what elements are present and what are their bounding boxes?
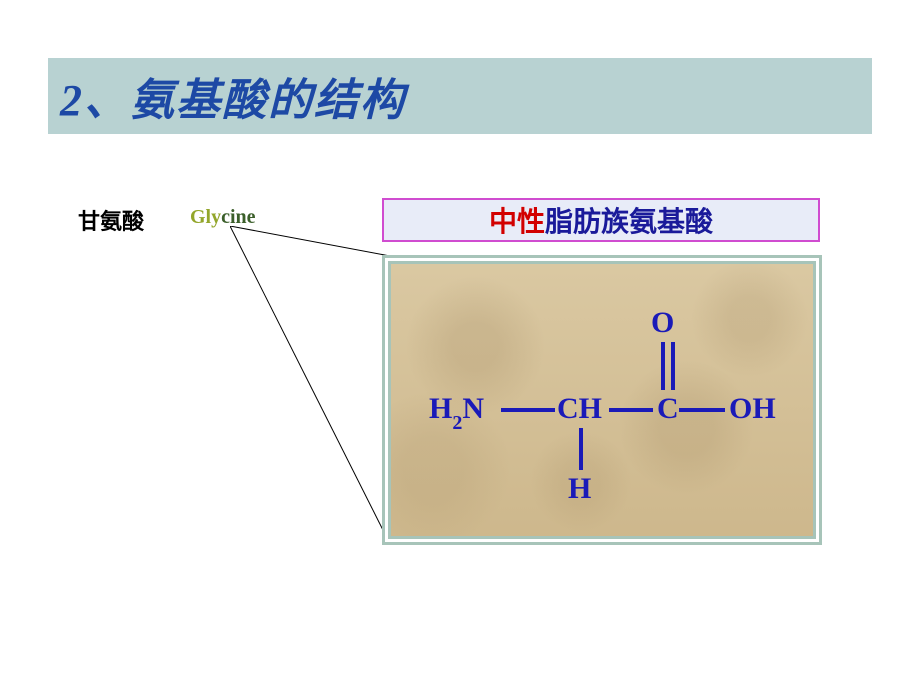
bond-nh2-ch xyxy=(501,408,555,412)
atom-h: H xyxy=(568,472,591,506)
name-en-suffix: cine xyxy=(221,206,255,228)
badge-blue-text: 脂肪族氨基酸 xyxy=(545,200,713,240)
atom-o: O xyxy=(651,306,674,340)
title-bar: 2、氨基酸的结构 xyxy=(48,58,872,134)
structure-panel: H2N CH C OH O H xyxy=(382,255,822,545)
atom-ch: CH xyxy=(557,392,602,426)
chemical-structure: H2N CH C OH O H xyxy=(391,264,813,536)
bond-c-o-double-b xyxy=(671,342,675,390)
category-badge: 中性脂肪族氨基酸 xyxy=(382,198,820,242)
panel-texture: H2N CH C OH O H xyxy=(391,264,813,536)
bond-c-oh xyxy=(679,408,725,412)
panel-border-inner1: H2N CH C OH O H xyxy=(385,258,819,542)
bond-ch-h xyxy=(579,428,583,470)
bond-ch-c xyxy=(609,408,653,412)
slide: 2、氨基酸的结构 甘氨酸 Glycine 中性脂肪族氨基酸 H2N CH C O… xyxy=(0,0,920,690)
name-en-prefix: Gly xyxy=(190,206,221,228)
callout-lines xyxy=(230,226,400,556)
atom-h2n: H2N xyxy=(429,392,484,431)
panel-border-inner2: H2N CH C OH O H xyxy=(388,261,816,539)
page-title: 2、氨基酸的结构 xyxy=(60,64,406,128)
amino-acid-name-cn: 甘氨酸 xyxy=(78,204,144,236)
amino-acid-name-en: Glycine xyxy=(190,206,256,229)
bond-c-o-double-a xyxy=(661,342,665,390)
atom-c: C xyxy=(657,392,679,426)
badge-red-text: 中性 xyxy=(489,200,545,240)
atom-oh: OH xyxy=(729,392,776,426)
